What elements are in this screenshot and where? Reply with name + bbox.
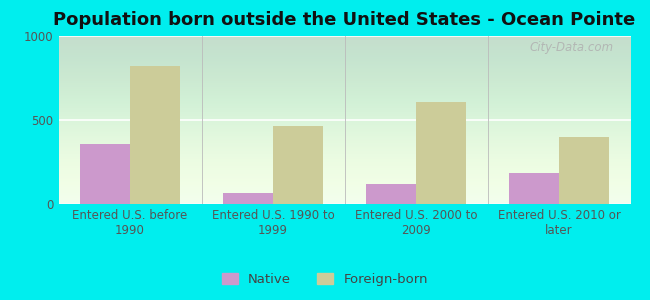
Bar [559, 137, 609, 204]
Bar [273, 126, 323, 204]
Bar [416, 101, 466, 204]
Bar [509, 173, 559, 204]
Title: Population born outside the United States - Ocean Pointe: Population born outside the United State… [53, 11, 636, 29]
Text: City-Data.com: City-Data.com [529, 41, 614, 54]
Bar [223, 193, 273, 204]
Bar [130, 66, 180, 204]
Bar [366, 184, 416, 204]
Legend: Native, Foreign-born: Native, Foreign-born [218, 269, 432, 290]
Bar [80, 143, 130, 204]
